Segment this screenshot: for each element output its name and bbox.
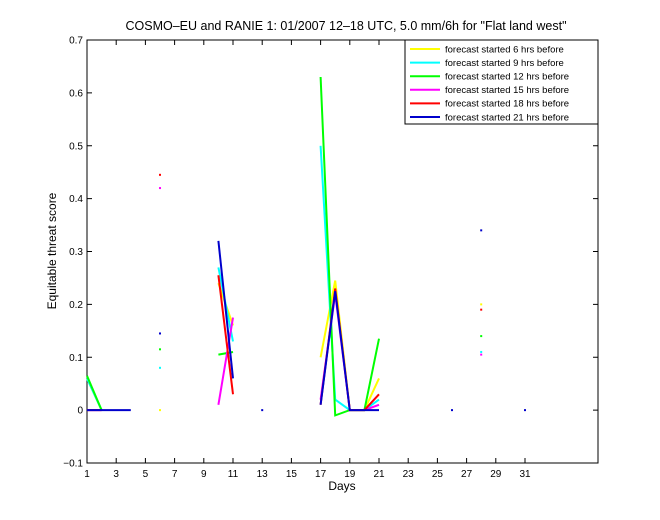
x-tick-label: 1 — [84, 469, 90, 480]
x-tick-label: 31 — [519, 469, 531, 480]
data-point — [159, 332, 161, 335]
legend-label: forecast started 21 hrs before — [445, 112, 569, 123]
series-line — [217, 317, 234, 405]
series-line — [217, 275, 234, 395]
y-tick-label: 0.5 — [69, 141, 83, 152]
x-tick-label: 13 — [257, 469, 269, 480]
data-point — [480, 229, 483, 232]
x-tick-label: 15 — [286, 469, 298, 480]
x-tick-label: 27 — [461, 469, 473, 480]
y-tick-label: 0.7 — [69, 36, 83, 47]
series-line — [217, 240, 234, 379]
chart-title: COSMO–EU and RANIE 1: 01/2007 12–18 UTC,… — [125, 19, 566, 33]
legend-label: forecast started 6 hrs before — [445, 44, 564, 55]
x-axis-title: Days — [328, 479, 355, 493]
x-tick-label: 3 — [113, 469, 119, 480]
x-tick-label: 17 — [315, 469, 327, 480]
x-tick-label: 21 — [373, 469, 385, 480]
x-tick-label: 9 — [201, 469, 207, 480]
legend: forecast started 6 hrs before forecast st… — [404, 39, 599, 125]
legend-box — [404, 39, 599, 125]
data-point — [261, 409, 264, 412]
series-line — [86, 375, 103, 411]
y-tick-label: 0.6 — [69, 88, 83, 99]
legend-label: forecast started 9 hrs before — [445, 58, 564, 69]
series-lines — [86, 76, 526, 417]
y-tick-label: 0.3 — [69, 247, 83, 258]
y-tick-label: 0 — [77, 406, 83, 417]
x-tick-label: 5 — [143, 469, 149, 480]
x-tick-label: 25 — [432, 469, 444, 480]
x-tick-label: 7 — [172, 469, 178, 480]
x-tick-label: 23 — [403, 469, 415, 480]
data-point — [480, 308, 483, 311]
data-point — [524, 409, 526, 412]
series-line — [319, 291, 379, 412]
legend-label: forecast started 15 hrs before — [445, 85, 569, 96]
legend-label: forecast started 12 hrs before — [445, 72, 569, 83]
data-point — [159, 173, 161, 176]
data-point — [159, 366, 161, 369]
data-point — [159, 409, 161, 412]
y-axis-title: Equitable threat score — [45, 192, 59, 309]
y-tick-label: 0.2 — [69, 300, 83, 311]
x-tick-label: 19 — [344, 469, 356, 480]
data-point — [480, 303, 483, 306]
x-tick-label: 29 — [490, 469, 502, 480]
x-tick-label: 11 — [228, 469, 239, 480]
y-tick-label: 0.1 — [69, 353, 83, 364]
series-6 — [87, 229, 526, 412]
y-tick-label: 0.4 — [69, 194, 83, 205]
data-point — [159, 348, 161, 351]
data-point — [480, 335, 483, 338]
y-tick-label: −0.1 — [63, 459, 83, 470]
data-point — [480, 350, 483, 353]
data-point — [159, 187, 161, 190]
data-point — [451, 409, 453, 412]
data-point — [480, 353, 483, 356]
legend-label: forecast started 18 hrs before — [445, 99, 569, 110]
axis-ticks: 1 3 5 7 9 11 13 15 17 19 21 23 25 27 29 31−0.100.10.20.… — [63, 36, 598, 480]
